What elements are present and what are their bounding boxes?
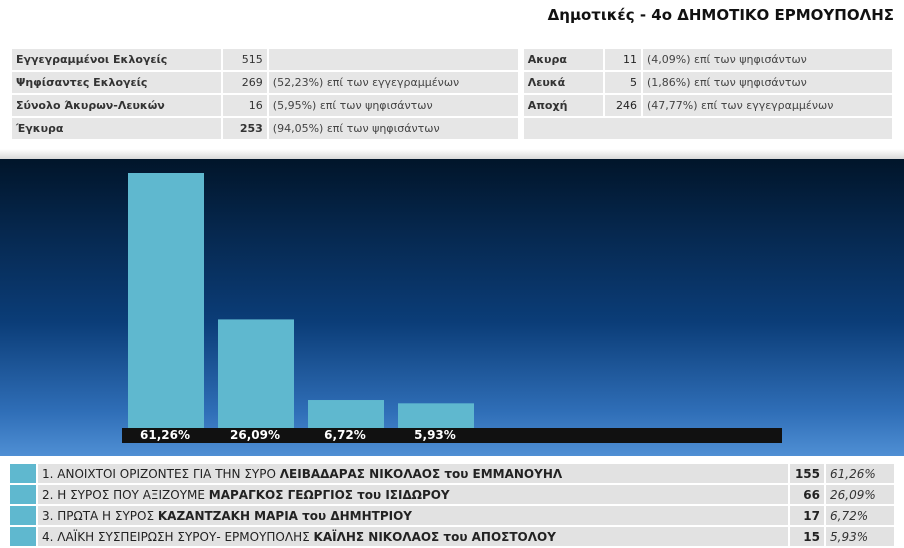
- bar-label-3: 6,72%: [324, 428, 366, 442]
- stats-row: Εγγεγραμμένοι Εκλογείς 515 Ακυρα 11 (4,0…: [12, 49, 892, 70]
- candidate-color-swatch: [10, 506, 36, 525]
- stats-row: Έγκυρα 253 (94,05%) επί των ψηφισάντων: [12, 118, 892, 139]
- candidate-leader: ΛΕΙΒΑΔΑΡΑΣ ΝΙΚΟΛΑΟΣ του ΕΜΜΑΝΟΥΗΛ: [279, 466, 563, 481]
- invalid-blank-value: 16: [223, 95, 267, 116]
- bar-4: [398, 403, 474, 428]
- candidate-votes: 155: [790, 464, 824, 483]
- candidate-row: 2. Η ΣΥΡΟΣ ΠΟΥ ΑΞΙΖΟΥΜΕ ΜΑΡΑΓΚΟΣ ΓΕΩΡΓΙΟ…: [10, 485, 894, 504]
- stats-gap: [519, 49, 522, 70]
- stats-gap: [519, 118, 522, 139]
- candidate-percent: 61,26%: [826, 464, 894, 483]
- stats-table: Εγγεγραμμένοι Εκλογείς 515 Ακυρα 11 (4,0…: [10, 47, 894, 141]
- voted-label: Ψηφίσαντες Εκλογείς: [12, 72, 222, 93]
- bar-label-4: 5,93%: [414, 428, 456, 442]
- stats-row: Σύνολο Άκυρων-Λευκών 16 (5,95%) επί των …: [12, 95, 892, 116]
- stats-gap: [519, 95, 522, 116]
- candidate-color-swatch: [10, 527, 36, 546]
- invalid-value: 11: [605, 49, 641, 70]
- bar-1: [128, 173, 204, 428]
- candidate-percent: 5,93%: [826, 527, 894, 546]
- candidate-percent: 26,09%: [826, 485, 894, 504]
- abstention-label: Αποχή: [523, 95, 604, 116]
- bar-label-2: 26,09%: [230, 428, 280, 442]
- bar-chart-svg: [128, 173, 474, 428]
- bar-label-1: 61,26%: [140, 428, 190, 442]
- registered-note: [268, 49, 518, 70]
- candidate-party: 4. ΛΑΪΚΗ ΣΥΣΠΕΙΡΩΣΗ ΣΥΡΟΥ- ΕΡΜΟΥΠΟΛΗΣ: [42, 529, 314, 544]
- abstention-value: 246: [605, 95, 641, 116]
- stats-empty-cell: [523, 118, 892, 139]
- registered-label: Εγγεγραμμένοι Εκλογείς: [12, 49, 222, 70]
- candidate-leader: ΚΑΪΛΗΣ ΝΙΚΟΛΑΟΣ του ΑΠΟΣΤΟΛΟΥ: [313, 529, 556, 544]
- blank-label: Λευκά: [523, 72, 604, 93]
- stats-gap: [519, 72, 522, 93]
- bar-3: [308, 400, 384, 428]
- results-chart: [0, 159, 904, 456]
- candidate-party: 2. Η ΣΥΡΟΣ ΠΟΥ ΑΞΙΖΟΥΜΕ: [42, 487, 209, 502]
- candidate-leader: ΚΑΖΑΝΤΖΑΚΗ ΜΑΡΙΑ του ΔΗΜΗΤΡΙΟΥ: [157, 508, 412, 523]
- candidate-percent: 6,72%: [826, 506, 894, 525]
- chart-label-strip: [122, 428, 782, 443]
- abstention-note: (47,77%) επί των εγγεγραμμένων: [642, 95, 892, 116]
- invalid-blank-label: Σύνολο Άκυρων-Λευκών: [12, 95, 222, 116]
- candidate-row: 4. ΛΑΪΚΗ ΣΥΣΠΕΙΡΩΣΗ ΣΥΡΟΥ- ΕΡΜΟΥΠΟΛΗΣ ΚΑ…: [10, 527, 894, 546]
- bar-2: [218, 319, 294, 428]
- candidate-color-swatch: [10, 464, 36, 483]
- invalid-blank-note: (5,95%) επί των ψηφισάντων: [268, 95, 518, 116]
- candidate-party: 1. ΑΝΟΙΧΤΟΙ ΟΡΙΖΟΝΤΕΣ ΓΙΑ ΤΗΝ ΣΥΡΟ: [42, 466, 280, 481]
- blank-value: 5: [605, 72, 641, 93]
- candidate-name: 4. ΛΑΪΚΗ ΣΥΣΠΕΙΡΩΣΗ ΣΥΡΟΥ- ΕΡΜΟΥΠΟΛΗΣ ΚΑ…: [38, 527, 788, 546]
- candidate-name: 1. ΑΝΟΙΧΤΟΙ ΟΡΙΖΟΝΤΕΣ ΓΙΑ ΤΗΝ ΣΥΡΟ ΛΕΙΒΑ…: [38, 464, 788, 483]
- candidate-name: 2. Η ΣΥΡΟΣ ΠΟΥ ΑΞΙΖΟΥΜΕ ΜΑΡΑΓΚΟΣ ΓΕΩΡΓΙΟ…: [38, 485, 788, 504]
- stats-row: Ψηφίσαντες Εκλογείς 269 (52,23%) επί των…: [12, 72, 892, 93]
- candidate-votes: 66: [790, 485, 824, 504]
- candidate-color-swatch: [10, 485, 36, 504]
- candidates-table: 1. ΑΝΟΙΧΤΟΙ ΟΡΙΖΟΝΤΕΣ ΓΙΑ ΤΗΝ ΣΥΡΟ ΛΕΙΒΑ…: [8, 462, 896, 548]
- candidate-row: 1. ΑΝΟΙΧΤΟΙ ΟΡΙΖΟΝΤΕΣ ΓΙΑ ΤΗΝ ΣΥΡΟ ΛΕΙΒΑ…: [10, 464, 894, 483]
- blank-note: (1,86%) επί των ψηφισάντων: [642, 72, 892, 93]
- page-title: Δημοτικές - 4ο ΔΗΜΟΤΙΚΟ ΕΡΜΟΥΠΟΛΗΣ: [547, 6, 894, 24]
- candidate-party: 3. ΠΡΩΤΑ Η ΣΥΡΟΣ: [42, 508, 158, 523]
- valid-label: Έγκυρα: [12, 118, 222, 139]
- candidate-votes: 17: [790, 506, 824, 525]
- candidate-name: 3. ΠΡΩΤΑ Η ΣΥΡΟΣ ΚΑΖΑΝΤΖΑΚΗ ΜΑΡΙΑ του ΔΗ…: [38, 506, 788, 525]
- voted-value: 269: [223, 72, 267, 93]
- candidate-row: 3. ΠΡΩΤΑ Η ΣΥΡΟΣ ΚΑΖΑΝΤΖΑΚΗ ΜΑΡΙΑ του ΔΗ…: [10, 506, 894, 525]
- voted-note: (52,23%) επί των εγγεγραμμένων: [268, 72, 518, 93]
- invalid-label: Ακυρα: [523, 49, 604, 70]
- candidate-leader: ΜΑΡΑΓΚΟΣ ΓΕΩΡΓΙΟΣ του ΙΣΙΔΩΡΟΥ: [208, 487, 450, 502]
- section-divider: [0, 149, 904, 159]
- invalid-note: (4,09%) επί των ψηφισάντων: [642, 49, 892, 70]
- valid-note: (94,05%) επί των ψηφισάντων: [268, 118, 518, 139]
- valid-value: 253: [223, 118, 267, 139]
- registered-value: 515: [223, 49, 267, 70]
- candidate-votes: 15: [790, 527, 824, 546]
